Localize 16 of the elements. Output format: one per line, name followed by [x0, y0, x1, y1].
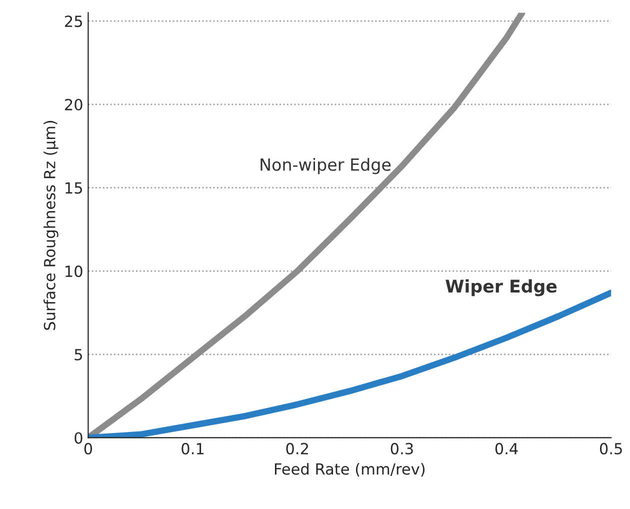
x-tick-label: 0.2 — [286, 442, 308, 454]
y-axis-title: Surface Roughness Rz (μm) — [44, 120, 58, 330]
y-tick-label: 10 — [66, 266, 82, 278]
y-tick-label: 25 — [65, 16, 82, 28]
series-label: Wiper Edge — [446, 279, 557, 296]
x-tick-label: 0.1 — [182, 442, 204, 454]
x-tick-label: 0 — [84, 442, 92, 454]
x-tick-label: 0.5 — [600, 442, 622, 454]
series-label: Non-wiper Edge — [260, 158, 391, 174]
y-tick-label: 15 — [66, 182, 82, 194]
x-axis-title: Feed Rate (mm/rev) — [274, 462, 425, 477]
y-tick-label: 20 — [65, 98, 82, 110]
y-tick-label: 0 — [74, 432, 82, 444]
x-tick-label: 0.4 — [495, 442, 518, 454]
y-tick-label: 5 — [74, 349, 82, 360]
x-tick-label: 0.3 — [390, 442, 413, 454]
